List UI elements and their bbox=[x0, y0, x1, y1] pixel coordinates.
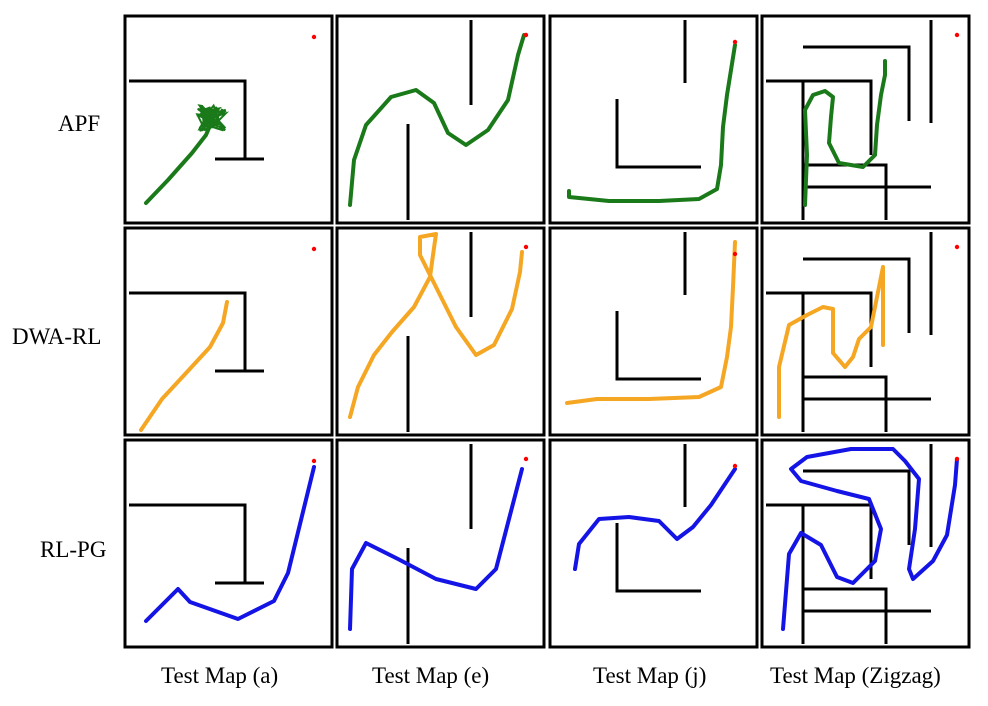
wall bbox=[803, 163, 888, 220]
panel-frame bbox=[335, 438, 546, 649]
goal-marker bbox=[523, 32, 529, 38]
wall bbox=[766, 79, 873, 155]
trajectory-path bbox=[803, 59, 887, 207]
trajectory-path bbox=[144, 465, 316, 623]
wall bbox=[615, 523, 701, 593]
panel-dwa-rl-map-a bbox=[123, 226, 334, 437]
panel-rl-pg-map-j bbox=[548, 438, 759, 649]
wall bbox=[803, 257, 911, 333]
panel-apf-map-e bbox=[335, 14, 546, 225]
wall bbox=[129, 79, 247, 159]
panel-dwa-rl-map-j bbox=[548, 226, 759, 437]
goal-marker bbox=[523, 244, 529, 250]
row-label-rl-pg: RL-PG bbox=[40, 537, 106, 562]
goal-marker bbox=[311, 34, 317, 40]
trajectory-path bbox=[348, 467, 524, 631]
wall bbox=[766, 291, 873, 367]
goal-marker bbox=[311, 458, 317, 464]
panel-frame bbox=[335, 226, 546, 437]
goal-marker bbox=[732, 463, 738, 469]
goal-marker bbox=[954, 456, 960, 462]
trajectory-path bbox=[777, 265, 885, 419]
column-label-map-e: Test Map (e) bbox=[372, 663, 489, 688]
panel-frame bbox=[123, 226, 334, 437]
trajectory-path bbox=[139, 300, 229, 432]
panel-apf-map-j bbox=[548, 14, 759, 225]
goal-marker bbox=[954, 32, 960, 38]
panel-frame bbox=[548, 438, 759, 649]
wall bbox=[129, 291, 247, 371]
column-labels: Test Map (a) Test Map (e) Test Map (j) T… bbox=[161, 663, 941, 688]
panel-rl-pg-map-zigzag bbox=[760, 438, 971, 649]
panel-apf-map-a bbox=[123, 14, 334, 225]
wall bbox=[803, 375, 888, 432]
panel-rl-pg-map-e bbox=[335, 438, 546, 649]
goal-marker bbox=[732, 251, 738, 257]
panel-grid bbox=[123, 14, 971, 649]
goal-marker bbox=[732, 39, 738, 45]
row-label-dwa-rl: DWA-RL bbox=[12, 324, 101, 349]
panel-rl-pg-map-a bbox=[123, 438, 334, 649]
goal-marker bbox=[523, 456, 529, 462]
trajectory-path bbox=[348, 232, 524, 419]
panel-dwa-rl-map-e bbox=[335, 226, 546, 437]
panel-dwa-rl-map-zigzag bbox=[760, 226, 971, 437]
wall bbox=[803, 587, 888, 644]
trajectory-path bbox=[565, 240, 737, 405]
column-label-map-a: Test Map (a) bbox=[161, 663, 278, 688]
wall bbox=[615, 311, 701, 381]
trajectory-path bbox=[781, 447, 959, 631]
trajectory-path bbox=[567, 43, 737, 203]
column-label-map-zigzag: Test Map (Zigzag) bbox=[770, 663, 941, 688]
trajectory-path bbox=[348, 33, 526, 207]
panel-frame bbox=[123, 438, 334, 649]
wall bbox=[615, 99, 701, 169]
goal-marker bbox=[311, 246, 317, 252]
column-label-map-j: Test Map (j) bbox=[593, 663, 706, 688]
wall bbox=[129, 503, 247, 583]
wall bbox=[803, 469, 911, 545]
row-labels: APF DWA-RL RL-PG bbox=[12, 111, 106, 562]
trajectory-path bbox=[144, 119, 214, 205]
goal-marker bbox=[954, 244, 960, 250]
trajectory-oscillation bbox=[195, 103, 230, 132]
row-label-apf: APF bbox=[58, 111, 100, 136]
panel-frame bbox=[548, 226, 759, 437]
wall bbox=[803, 45, 911, 121]
panel-apf-map-zigzag bbox=[760, 14, 971, 225]
trajectory-path bbox=[573, 467, 737, 571]
